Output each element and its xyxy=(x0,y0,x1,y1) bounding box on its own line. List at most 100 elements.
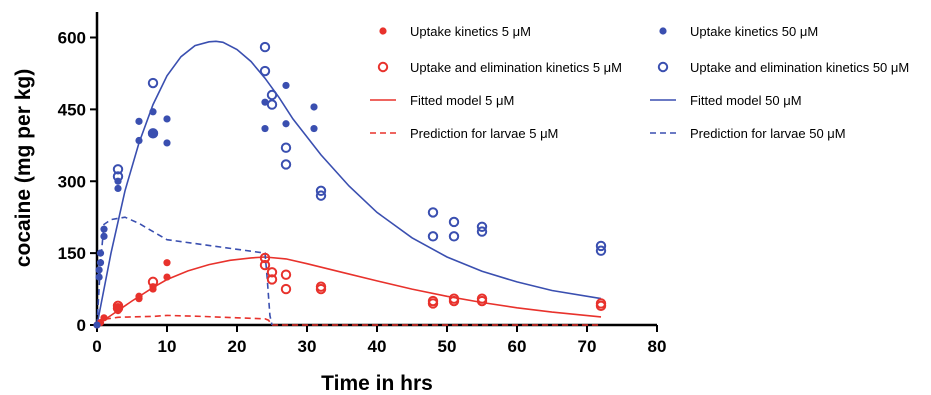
data-point xyxy=(163,273,171,281)
data-point xyxy=(259,252,271,264)
data-point xyxy=(259,65,271,77)
legend-marker xyxy=(379,27,387,35)
legend-entry: Uptake and elimination kinetics 50 μM xyxy=(657,60,909,75)
data-point xyxy=(427,295,439,307)
legend-label: Fitted model 5 μM xyxy=(410,93,514,108)
y-tick-label: 0 xyxy=(77,316,86,335)
data-point xyxy=(280,269,292,280)
data-point xyxy=(261,98,269,106)
y-tick-label: 600 xyxy=(58,29,86,48)
legend-marker xyxy=(657,61,669,73)
data-point xyxy=(266,267,278,278)
data-point xyxy=(147,276,159,288)
data-point xyxy=(310,103,318,111)
data-point xyxy=(163,259,171,267)
series-line-5 xyxy=(96,40,602,326)
data-point xyxy=(147,128,159,139)
data-point xyxy=(261,124,269,133)
y-axis-title: cocaine (mg per kg) xyxy=(12,69,35,267)
legend-marker xyxy=(659,27,667,35)
data-point xyxy=(595,245,607,256)
y-tick-label: 300 xyxy=(58,172,86,191)
data-point xyxy=(100,225,108,233)
series-line-6 xyxy=(96,314,601,326)
data-point xyxy=(147,77,159,89)
data-point xyxy=(93,321,101,329)
data-point xyxy=(476,221,488,232)
x-tick-label: 0 xyxy=(92,337,101,356)
data-point xyxy=(315,185,327,197)
legend-entry: Prediction for larvae 5 μM xyxy=(370,126,558,141)
x-tick-label: 80 xyxy=(648,337,667,356)
x-tick-label: 50 xyxy=(438,337,457,356)
series-line-4 xyxy=(96,256,602,326)
data-point xyxy=(448,231,460,242)
legend-entry: Fitted model 5 μM xyxy=(370,93,514,108)
series-line-7 xyxy=(96,216,273,326)
data-point xyxy=(100,314,108,322)
data-point xyxy=(266,274,278,285)
data-point xyxy=(259,259,271,271)
x-tick-label: 20 xyxy=(228,337,247,356)
data-point xyxy=(95,273,103,281)
data-point xyxy=(96,259,105,267)
legend-entry: Uptake and elimination kinetics 5 μM xyxy=(377,60,622,75)
legend-entry: Prediction for larvae 50 μM xyxy=(650,126,846,141)
data-point xyxy=(112,300,124,312)
legend-label: Uptake and elimination kinetics 50 μM xyxy=(690,60,909,75)
axes: 0 10 20 30 40 50 60 70 80 0 150 300 450 600 xyxy=(58,12,667,356)
legend-entry: Uptake kinetics 50 μM xyxy=(659,24,818,39)
data-point xyxy=(595,298,607,309)
x-tick-label: 60 xyxy=(508,337,527,356)
y-tick-label: 150 xyxy=(58,244,86,263)
data-point xyxy=(163,139,171,147)
data-point xyxy=(427,231,439,242)
legend-entry: Uptake kinetics 5 μM xyxy=(379,24,531,39)
data-point xyxy=(266,89,278,101)
data-point xyxy=(427,207,439,218)
data-point xyxy=(100,232,108,240)
data-point xyxy=(149,129,157,137)
legend-label: Prediction for larvae 5 μM xyxy=(410,126,558,141)
legend: Uptake kinetics 5 μM Uptake kinetics 50 μ… xyxy=(370,24,909,141)
data-point xyxy=(476,226,488,237)
legend-label: Uptake and elimination kinetics 5 μM xyxy=(410,60,622,75)
x-tick-label: 10 xyxy=(158,337,177,356)
data-point xyxy=(135,117,143,125)
data-point xyxy=(310,124,318,133)
legend-marker xyxy=(377,61,389,73)
legend-label: Fitted model 50 μM xyxy=(690,93,802,108)
data-point xyxy=(280,142,292,153)
data-point xyxy=(95,266,103,274)
data-point xyxy=(595,240,607,252)
data-point xyxy=(448,216,460,228)
data-point xyxy=(259,41,271,53)
data-point xyxy=(315,190,327,201)
legend-label: Uptake kinetics 5 μM xyxy=(410,24,531,39)
data-point xyxy=(282,120,290,128)
data-point xyxy=(266,99,278,110)
data-point xyxy=(280,283,292,295)
data-point xyxy=(96,249,105,257)
x-tick-label: 70 xyxy=(578,337,597,356)
x-axis-title: Time in hrs xyxy=(321,372,433,395)
y-tick-label: 450 xyxy=(58,100,86,119)
legend-label: Prediction for larvae 50 μM xyxy=(690,126,846,141)
plot-area xyxy=(93,40,607,329)
x-tick-label: 30 xyxy=(298,337,317,356)
data-point xyxy=(112,171,124,182)
data-point xyxy=(476,293,488,304)
data-point xyxy=(282,81,290,90)
data-point xyxy=(114,184,122,193)
data-point xyxy=(315,281,327,292)
legend-entry: Fitted model 50 μM xyxy=(650,93,802,108)
data-point xyxy=(149,108,157,116)
data-point xyxy=(448,293,460,304)
x-tick-label: 40 xyxy=(368,337,387,356)
data-point xyxy=(163,115,171,123)
data-point xyxy=(280,159,292,170)
legend-label: Uptake kinetics 50 μM xyxy=(690,24,818,39)
data-point xyxy=(135,292,143,300)
data-point xyxy=(112,164,124,175)
